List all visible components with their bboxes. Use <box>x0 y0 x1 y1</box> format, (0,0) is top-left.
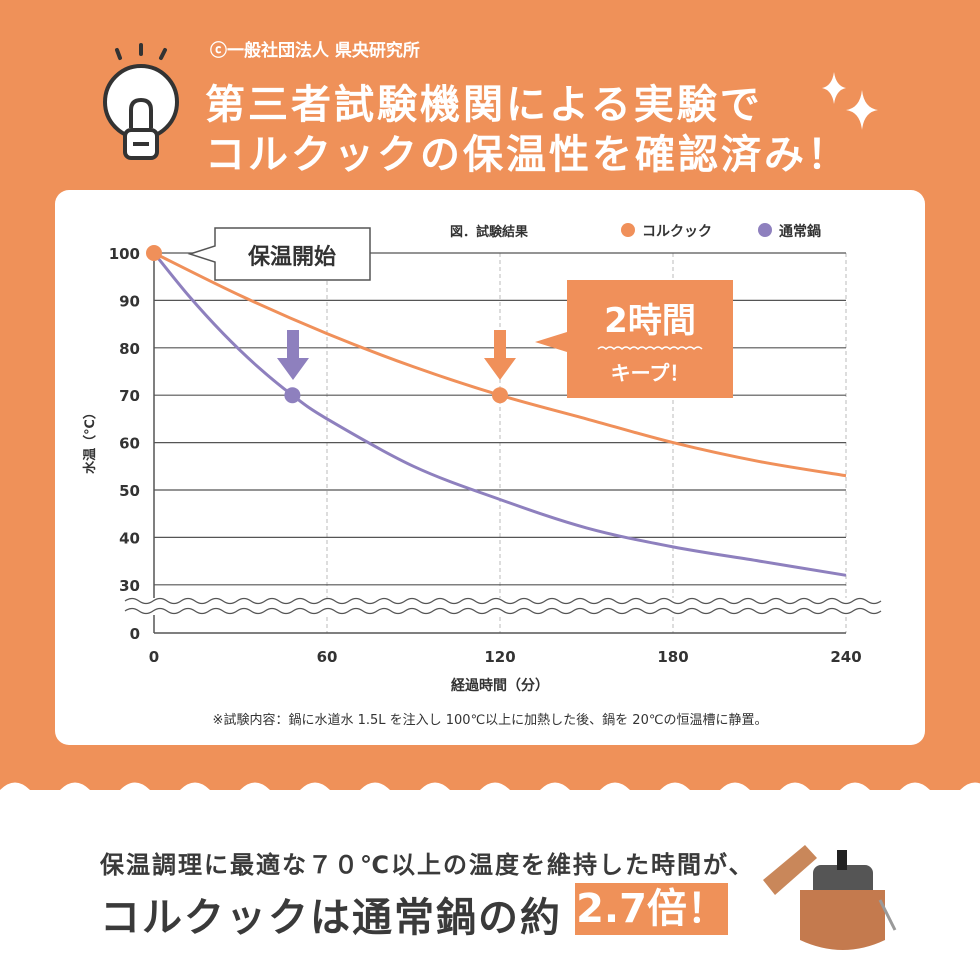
keep-underline <box>597 346 703 351</box>
keep-callout <box>535 280 733 398</box>
x-tick-label: 0 <box>149 648 159 666</box>
start-callout <box>187 227 371 281</box>
legend-marker <box>621 223 635 237</box>
title-line-2: コルクックの保温性を確認済み！ <box>205 132 850 178</box>
ratio-badge: 2.7倍！ <box>575 883 728 935</box>
chart-card <box>55 190 925 745</box>
y-tick-label: 30 <box>119 577 140 595</box>
sparkle-icon <box>822 72 878 130</box>
x-tick-label: 240 <box>830 648 861 666</box>
y-tick-label: 50 <box>119 482 140 500</box>
wave-divider <box>0 782 980 805</box>
x-tick-label: 60 <box>317 648 338 666</box>
cork-pot-image <box>763 845 897 950</box>
x-axis-label: 経過時間（分） <box>451 677 549 694</box>
series-line <box>152 252 847 577</box>
data-marker <box>284 387 301 404</box>
keep-callout-small: キープ！ <box>611 361 690 385</box>
keep-callout-big: 2時間 <box>604 301 696 341</box>
title-line-1: 第三者試験機関による実験で <box>205 82 763 128</box>
x-tick-label: 120 <box>484 648 515 666</box>
credit: ⓒ一般社団法人 県央研究所 <box>210 41 420 61</box>
data-marker <box>146 245 162 261</box>
y-tick-label: 60 <box>119 435 140 453</box>
legend-label: コルクック <box>642 224 712 240</box>
axis-break-wave <box>124 607 882 615</box>
chart: 0 60 120 180 240 0 30 40 50 60 70 80 90 100 経過時間（分） 水温（… <box>82 223 882 728</box>
x-tick-label: 180 <box>657 648 688 666</box>
y-axis-label: 水温（℃） <box>82 406 98 474</box>
summary-line-2: コルクックは通常鍋の約 <box>100 895 562 941</box>
y-tick-label: 70 <box>119 387 140 405</box>
data-marker <box>492 387 508 404</box>
down-arrow-icon <box>277 330 309 380</box>
legend-marker <box>758 223 772 237</box>
y-tick-label: 40 <box>119 529 140 547</box>
chart-title: 図．試験結果 <box>450 224 528 240</box>
lightbulb-icon <box>103 43 179 160</box>
y-tick-label: 80 <box>119 340 140 358</box>
y-tick-label: 0 <box>130 625 140 643</box>
start-callout-label: 保温開始 <box>247 244 336 270</box>
legend-label: 通常鍋 <box>779 223 821 240</box>
axis-break-wave <box>124 597 882 605</box>
footnote: ※試験内容：鍋に水道水 1.5L を注入し 100℃以上に加熱した後、鍋を 20… <box>213 712 768 728</box>
y-tick-label: 100 <box>109 245 140 263</box>
down-arrow-icon <box>484 330 516 380</box>
summary-line-1: 保温調理に最適な７０℃以上の温度を維持した時間が、 <box>100 851 755 879</box>
y-tick-label: 90 <box>119 292 140 310</box>
